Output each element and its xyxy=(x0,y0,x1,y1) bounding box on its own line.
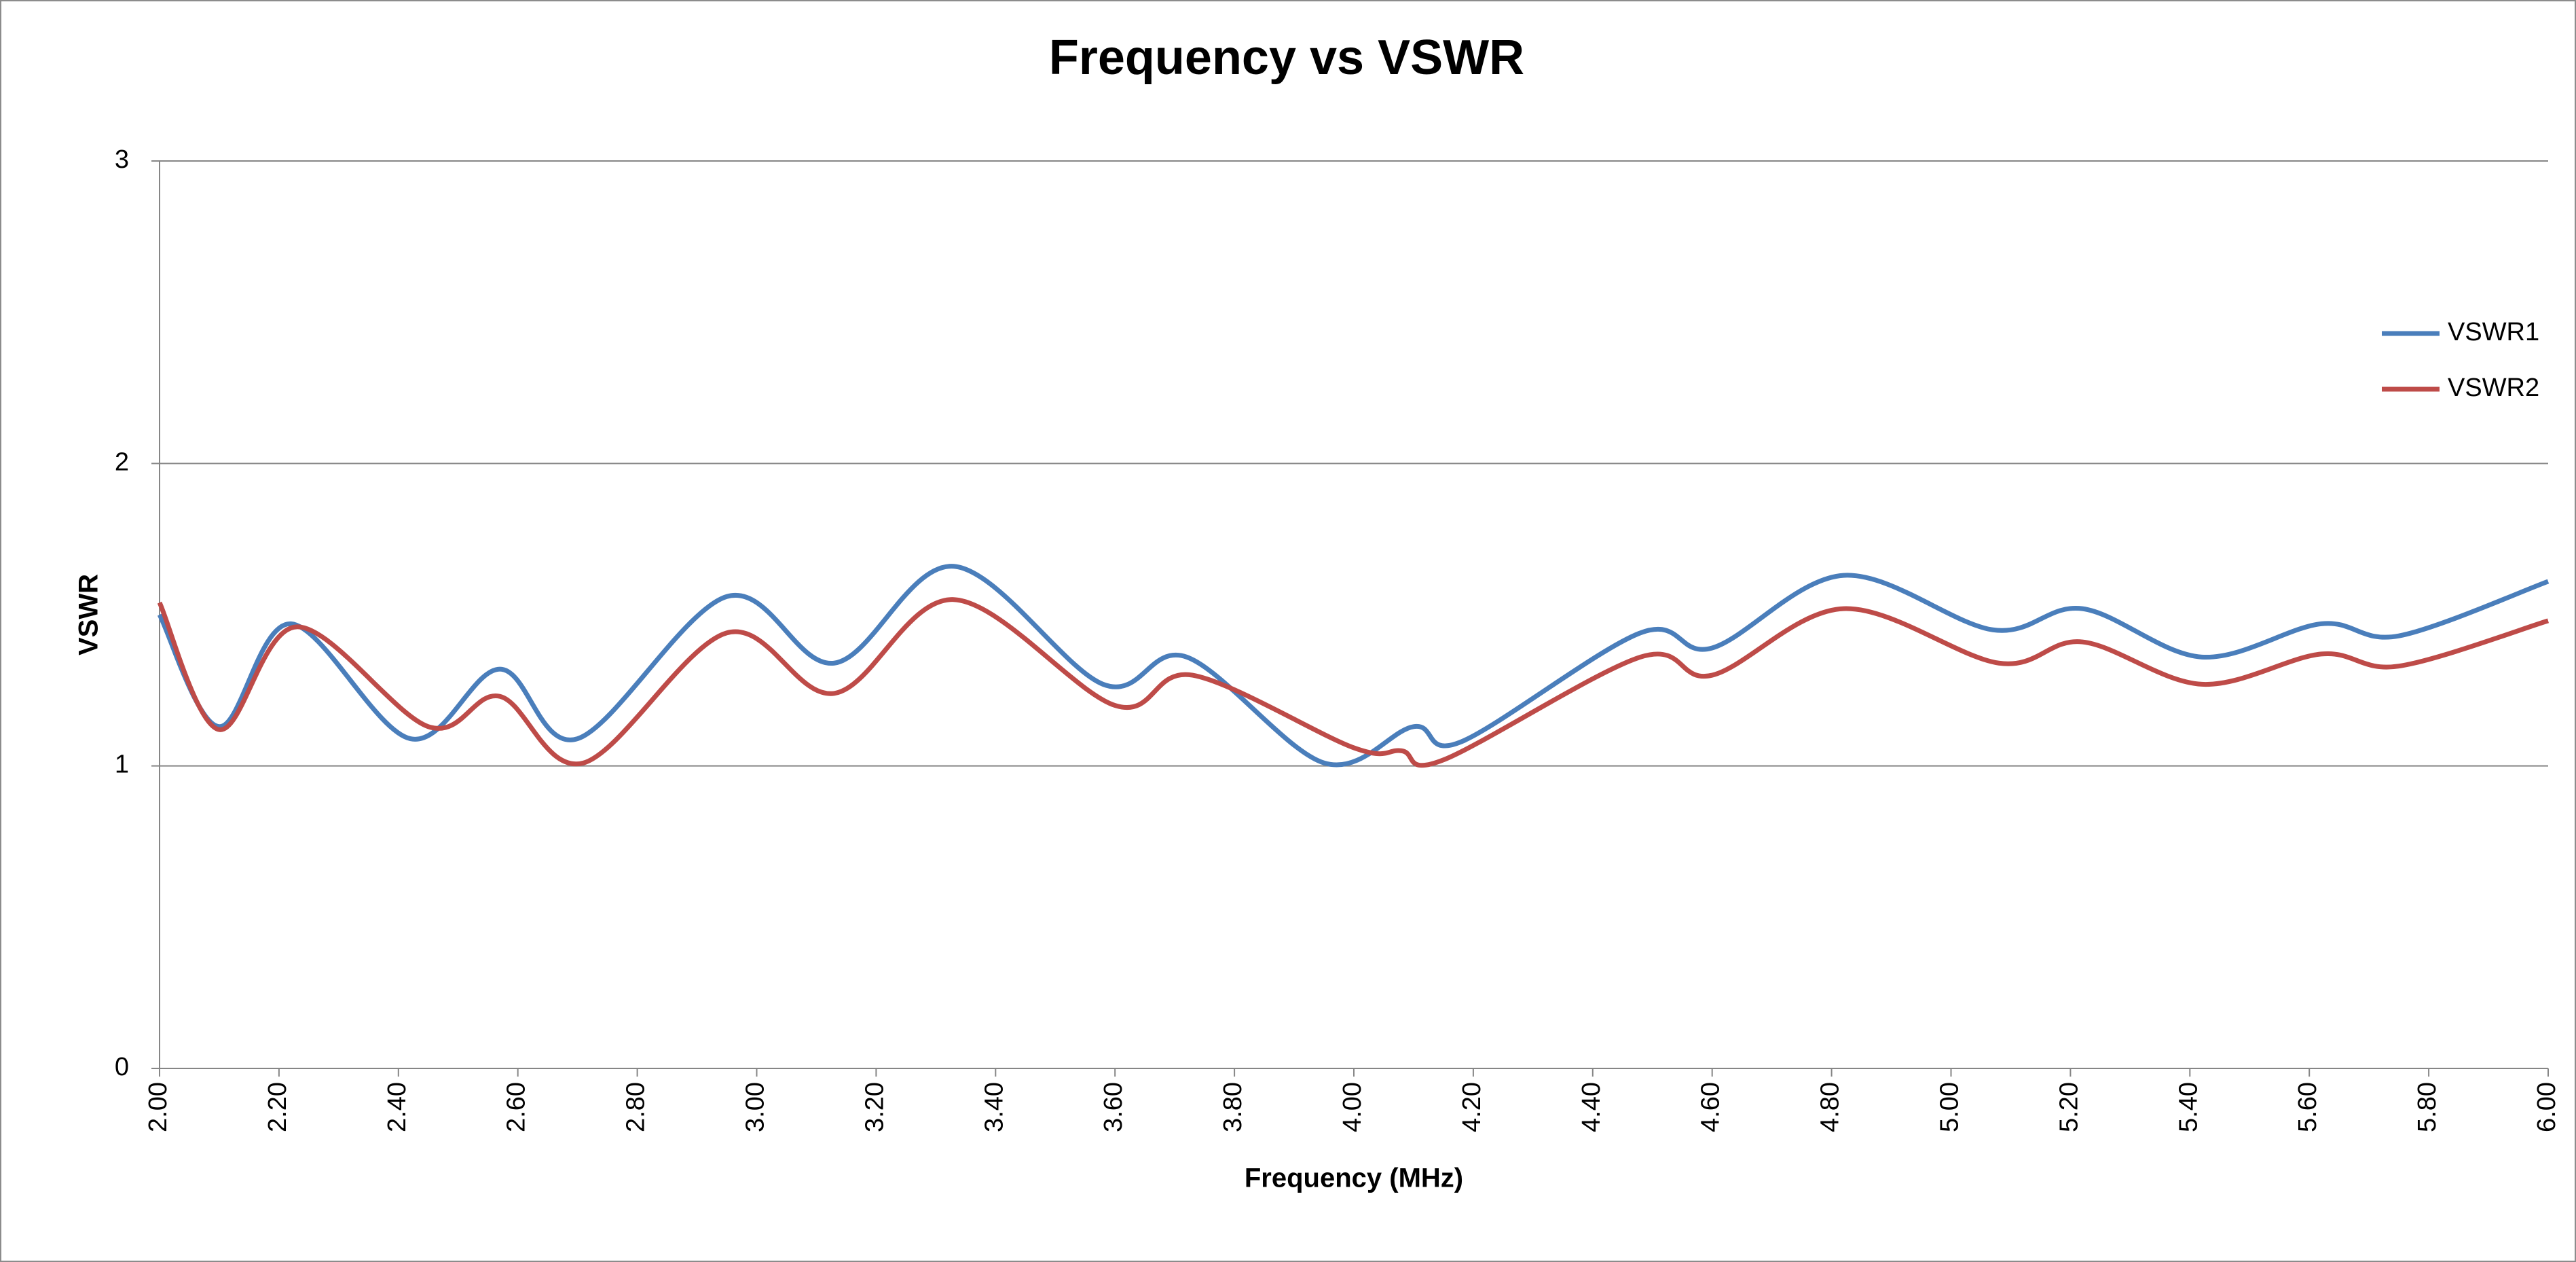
x-tick-label: 4.00 xyxy=(1338,1082,1367,1132)
x-tick-label: 2.40 xyxy=(383,1082,411,1132)
x-tick-label: 6.00 xyxy=(2533,1082,2561,1132)
x-tick-label: 3.20 xyxy=(860,1082,889,1132)
series-line xyxy=(157,597,2550,768)
legend-label: VSWR2 xyxy=(2448,374,2539,402)
x-tick-label: 5.60 xyxy=(2294,1082,2322,1132)
x-tick-label: 3.80 xyxy=(1219,1082,1247,1132)
x-tick-label: 3.60 xyxy=(1099,1082,1128,1132)
y-tick-label: 0 xyxy=(115,1053,129,1081)
y-tick-label: 1 xyxy=(115,751,129,779)
y-tick-label: 2 xyxy=(115,448,129,476)
series-line xyxy=(157,564,2550,768)
x-tick-label: 4.60 xyxy=(1697,1082,1725,1132)
legend-label: VSWR1 xyxy=(2448,318,2539,346)
x-tick-label: 5.00 xyxy=(1936,1082,1964,1132)
chart-title: Frequency vs VSWR xyxy=(1049,31,1524,85)
x-tick-label: 3.40 xyxy=(980,1082,1008,1132)
x-tick-label: 4.20 xyxy=(1458,1082,1486,1132)
x-tick-label: 5.20 xyxy=(2055,1082,2083,1132)
x-tick-label: 2.60 xyxy=(502,1082,531,1132)
x-tick-label: 5.80 xyxy=(2413,1082,2442,1132)
x-tick-label: 2.20 xyxy=(263,1082,292,1132)
x-tick-label: 4.80 xyxy=(1816,1082,1845,1132)
x-tick-label: 5.40 xyxy=(2174,1082,2203,1132)
x-tick-label: 4.40 xyxy=(1577,1082,1606,1132)
x-tick-label: 2.80 xyxy=(622,1082,650,1132)
x-tick-label: 2.00 xyxy=(144,1082,172,1132)
y-axis-title: VSWR xyxy=(74,574,104,655)
x-tick-label: 3.00 xyxy=(741,1082,770,1132)
y-tick-label: 3 xyxy=(115,145,129,174)
x-axis-title: Frequency (MHz) xyxy=(1245,1164,1463,1193)
